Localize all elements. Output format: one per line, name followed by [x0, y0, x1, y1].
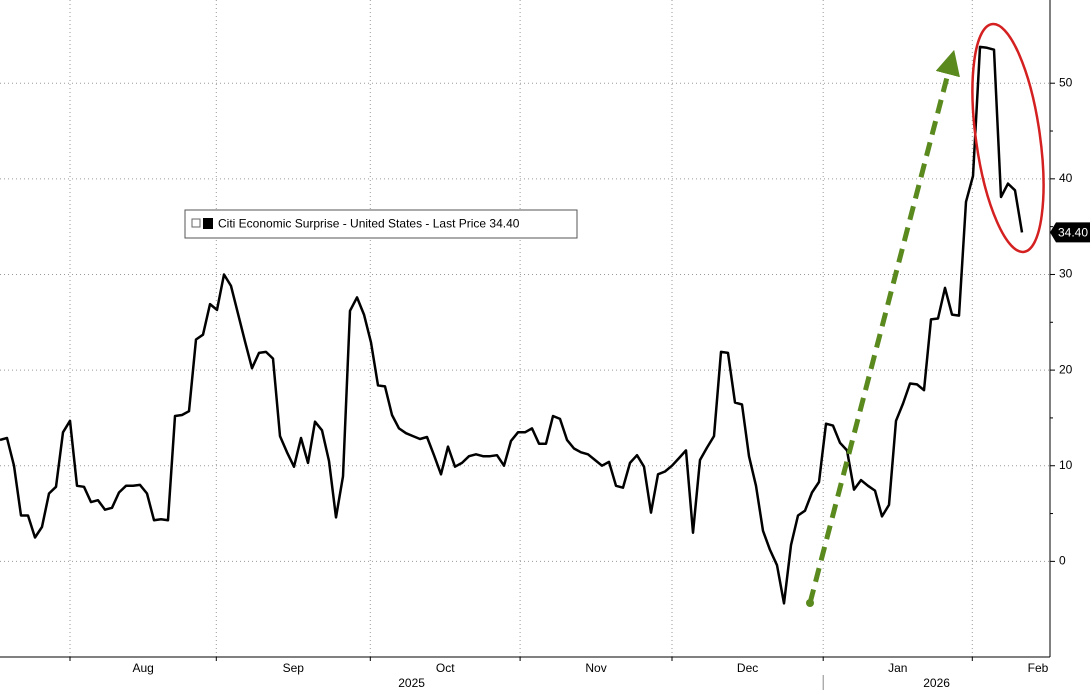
year-label: 2026: [923, 676, 950, 690]
x-tick-label: Feb: [1028, 661, 1049, 675]
x-tick-label: Dec: [737, 661, 758, 675]
y-tick-label: 0: [1059, 554, 1066, 568]
legend: Citi Economic Surprise - United States -…: [184, 209, 578, 239]
y-tick-label: 20: [1059, 362, 1073, 376]
series-line: [0, 45, 1024, 605]
plot: [0, 45, 1024, 605]
arrow-start: [806, 599, 814, 607]
y-tick-label: 10: [1059, 458, 1073, 472]
y-tick-label: 40: [1059, 171, 1073, 185]
grid: [0, 0, 1050, 657]
price-tag-label: 34.40: [1058, 226, 1088, 240]
year-label: 2025: [398, 676, 425, 690]
trend-arrow: [807, 49, 960, 604]
legend-swatch: [203, 218, 213, 229]
x-tick-label: Aug: [132, 661, 153, 675]
y-tick-label: 30: [1059, 267, 1073, 281]
highlight-ellipse: [971, 22, 1045, 254]
legend-toggle: [191, 218, 201, 228]
legend-label: Citi Economic Surprise - United States -…: [218, 217, 520, 231]
price-tag: [1050, 222, 1090, 243]
x-tick-label: Jan: [888, 661, 907, 675]
legend-box: [184, 209, 578, 239]
y-tick-label: 50: [1059, 75, 1073, 89]
x-tick-label: Nov: [585, 661, 606, 675]
x-tick-label: Sep: [283, 661, 305, 675]
x-tick-label: Oct: [436, 661, 455, 675]
